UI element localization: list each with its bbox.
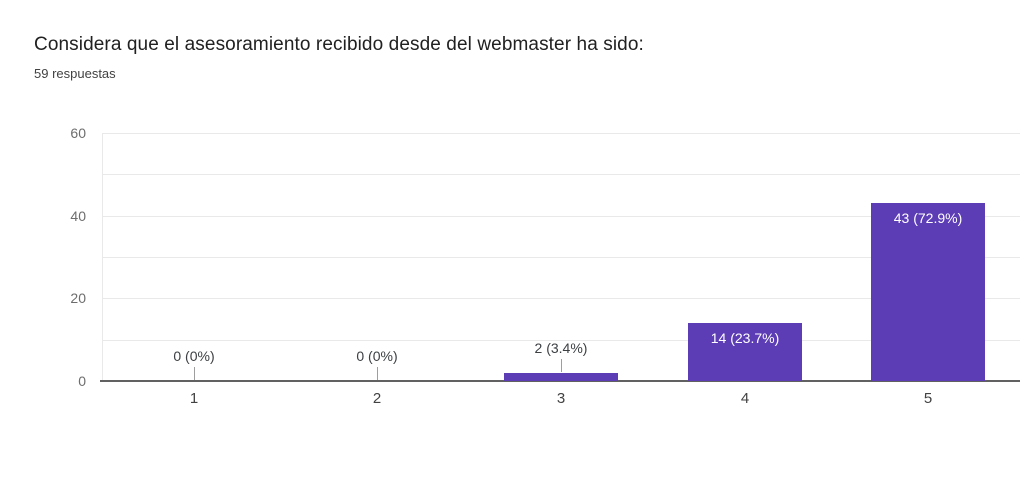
bar-3[interactable] [504, 373, 618, 381]
x-axis-tick-label: 4 [740, 390, 750, 407]
label-stem [377, 367, 378, 380]
gridline [102, 298, 1020, 299]
label-stem [561, 359, 562, 372]
x-axis-tick-label: 5 [923, 390, 933, 407]
y-axis-tick-label: 60 [70, 125, 86, 141]
y-axis-tick-label: 0 [78, 373, 86, 389]
responses-count: 59 respuestas [34, 66, 116, 81]
gridline [102, 340, 1020, 341]
bar-value-label: 2 (3.4%) [534, 340, 588, 356]
x-axis-line [100, 380, 1020, 382]
question-title: Considera que el asesoramiento recibido … [34, 34, 644, 55]
x-axis-tick-label: 2 [372, 390, 382, 407]
bar-value-label: 14 (23.7%) [710, 330, 780, 346]
x-axis-tick-label: 3 [556, 390, 566, 407]
bar-value-label: 0 (0%) [173, 348, 215, 364]
bar-value-label: 0 (0%) [356, 348, 398, 364]
gridline [102, 133, 1020, 134]
gridline [102, 216, 1020, 217]
y-axis-tick-label: 20 [70, 290, 86, 306]
bar-5[interactable] [871, 203, 985, 381]
bar-4[interactable] [688, 323, 802, 381]
y-axis-tick-label: 40 [70, 208, 86, 224]
bar-value-label: 43 (72.9%) [893, 210, 963, 226]
gridline [102, 257, 1020, 258]
x-axis-tick-label: 1 [189, 390, 199, 407]
label-stem [194, 367, 195, 380]
plot-left-border [102, 133, 103, 381]
gridline [102, 174, 1020, 175]
